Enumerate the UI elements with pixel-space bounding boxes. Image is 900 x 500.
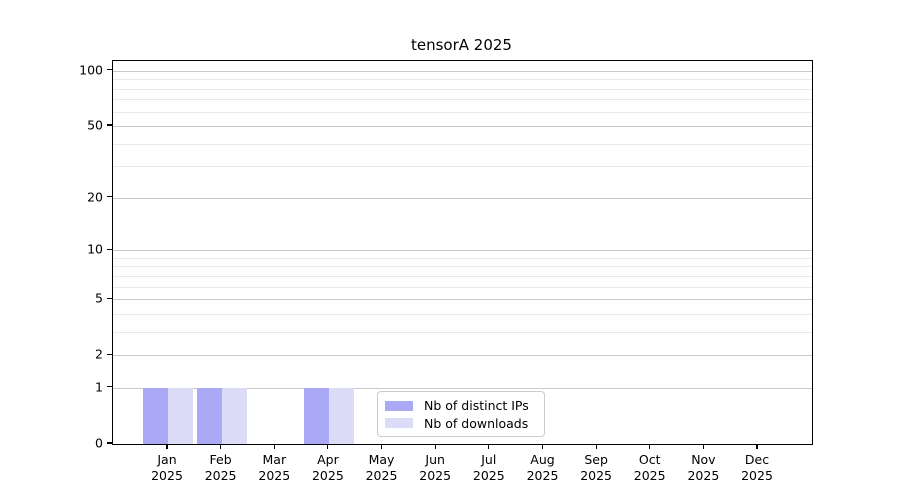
x-tick [595,444,597,449]
bar-downloads [168,387,193,444]
x-tick [380,444,383,449]
y-gridline-minor [113,286,812,288]
y-gridline-major [113,250,812,252]
y-tick-label: 20 [87,189,103,205]
x-tick-label: Apr 2025 [311,452,344,483]
y-gridline-major [113,70,812,72]
y-gridline-minor [113,166,812,168]
plot-area [112,60,813,445]
y-tick [107,124,112,126]
y-tick [107,442,112,444]
y-tick [107,248,112,250]
y-tick-label: 50 [87,117,103,133]
y-tick-label: 100 [79,62,103,78]
y-tick [107,386,112,388]
legend-item: Nb of downloads [385,415,536,432]
x-tick [166,444,168,449]
y-tick-label: 1 [95,379,103,395]
y-tick [107,69,112,71]
x-tick [220,444,222,449]
x-tick [434,444,436,449]
y-gridline-minor [113,79,812,81]
y-gridline-major [113,197,812,199]
x-tick-label: Oct 2025 [633,452,666,483]
y-gridline-minor [113,257,812,259]
y-tick [107,353,112,355]
bar-downloads [221,387,247,444]
y-gridline-minor [113,99,812,101]
legend-label: Nb of downloads [424,415,529,431]
y-tick [107,196,112,198]
x-tick-label: Dec 2025 [741,452,773,483]
y-tick-label: 0 [95,435,103,451]
bar-distinct-ips [143,387,168,444]
x-tick-label: Sep 2025 [580,452,612,483]
y-gridline-minor [113,88,812,90]
x-tick-label: May 2025 [365,452,398,483]
x-tick-label: Mar 2025 [258,452,291,483]
y-gridline-minor [113,275,812,277]
y-gridline-major [113,299,812,301]
y-gridline-major [113,355,812,357]
y-gridline-major [113,387,812,389]
legend-swatch-downloads [385,418,413,429]
y-gridline-minor [113,331,812,333]
y-gridline-minor [113,143,812,145]
x-tick [488,444,490,449]
legend-swatch-distinct-ips [385,400,413,411]
legend-item: Nb of distinct IPs [385,397,536,414]
x-tick-label: Nov 2025 [687,452,720,483]
x-tick-label: Jan 2025 [151,452,183,483]
bar-distinct-ips [196,387,222,444]
chart-title: tensorA 2025 [411,36,512,54]
y-tick [107,297,112,299]
x-tick-label: Aug 2025 [526,452,559,483]
legend-label: Nb of distinct IPs [424,398,529,414]
y-gridline-major [113,126,812,127]
y-gridline-minor [113,266,812,268]
y-tick-label: 10 [87,241,103,257]
y-tick-label: 2 [95,346,103,362]
x-tick [649,444,651,449]
legend: Nb of distinct IPs Nb of downloads [377,391,545,437]
y-tick-label: 5 [95,290,103,306]
x-tick-label: Jun 2025 [419,452,452,483]
x-tick-label: Feb 2025 [204,452,237,483]
bar-downloads [328,387,354,444]
x-tick [702,444,704,449]
x-tick [273,444,275,449]
x-tick [327,444,329,449]
x-tick [756,444,758,449]
x-tick [541,444,544,449]
y-gridline-minor [113,313,812,315]
bar-distinct-ips [303,387,329,444]
x-tick-label: Jul 2025 [472,452,505,483]
y-gridline-minor [113,111,812,113]
